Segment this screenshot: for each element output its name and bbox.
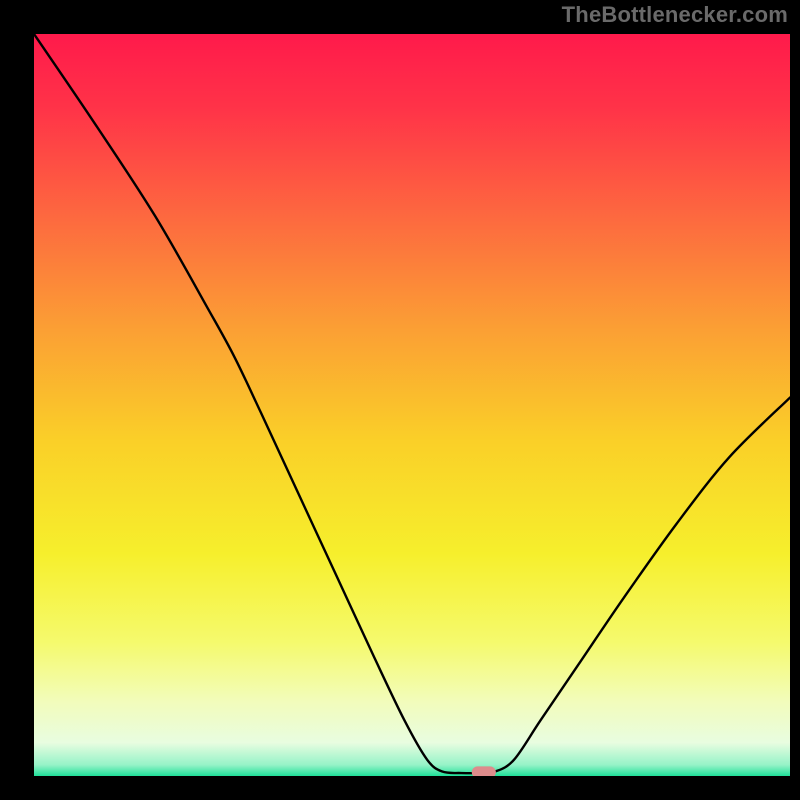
chart-frame: TheBottlenecker.com xyxy=(0,0,800,800)
plot-area xyxy=(34,34,790,776)
frame-border-left xyxy=(0,0,34,800)
frame-border-right xyxy=(790,0,800,800)
gradient-background xyxy=(34,34,790,776)
watermark-text: TheBottlenecker.com xyxy=(562,2,788,28)
frame-border-bottom xyxy=(0,776,800,800)
chart-svg xyxy=(34,34,790,776)
optimal-marker xyxy=(472,766,496,776)
